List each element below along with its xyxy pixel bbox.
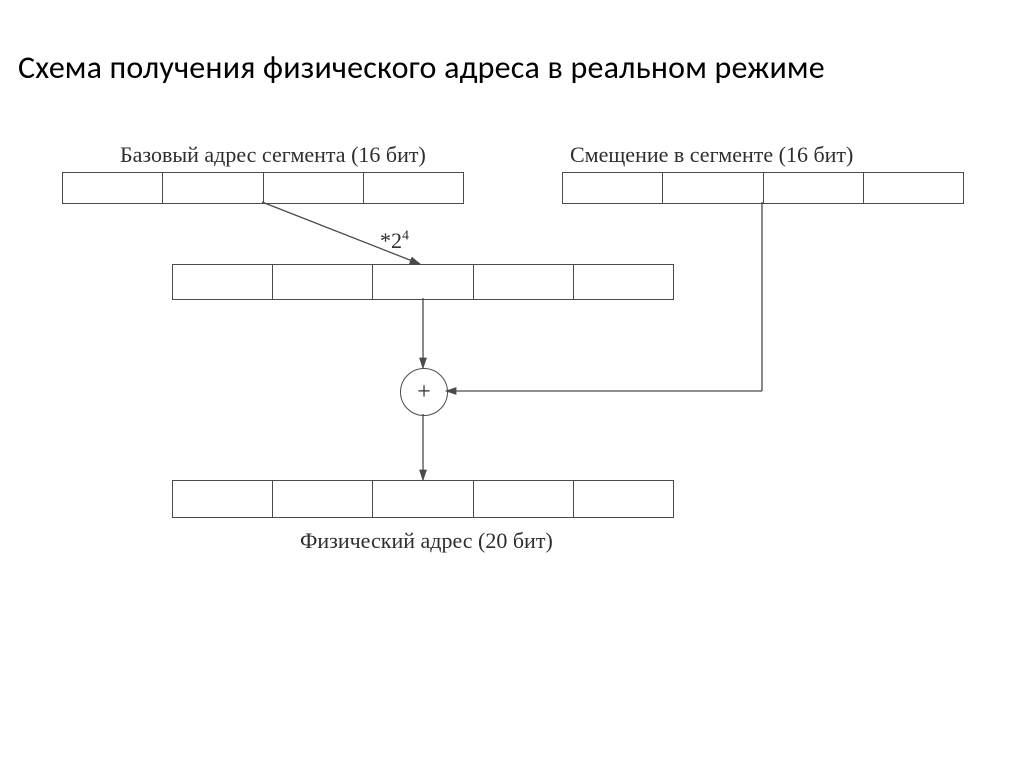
register-cell (764, 173, 864, 203)
label-base-address: Базовый адрес сегмента (16 бит) (120, 142, 426, 168)
register-cell (173, 481, 273, 517)
register-cell (864, 173, 963, 203)
arrows-layer (0, 0, 1024, 767)
register-cell (373, 265, 473, 299)
label-offset: Смещение в сегменте (16 бит) (570, 142, 853, 168)
register-cell (364, 173, 463, 203)
label-physical-address: Физический адрес (20 бит) (300, 528, 553, 554)
register-cell (474, 265, 574, 299)
register-cell (663, 173, 763, 203)
register-cell (163, 173, 263, 203)
register-cell (474, 481, 574, 517)
register-physical (172, 480, 674, 518)
register-cell (563, 173, 663, 203)
register-shifted (172, 264, 674, 300)
register-base (62, 172, 464, 204)
mult-exp: 4 (402, 229, 409, 244)
register-cell (173, 265, 273, 299)
mult-prefix: *2 (380, 228, 402, 253)
adder-circle: + (400, 368, 448, 416)
register-cell (373, 481, 473, 517)
register-cell (273, 481, 373, 517)
register-cell (574, 265, 673, 299)
label-multiplier: *24 (380, 228, 409, 254)
register-cell (63, 173, 163, 203)
register-cell (273, 265, 373, 299)
register-cell (574, 481, 673, 517)
page-title: Схема получения физического адреса в реа… (18, 48, 825, 87)
register-offset (562, 172, 964, 204)
register-cell (264, 173, 364, 203)
